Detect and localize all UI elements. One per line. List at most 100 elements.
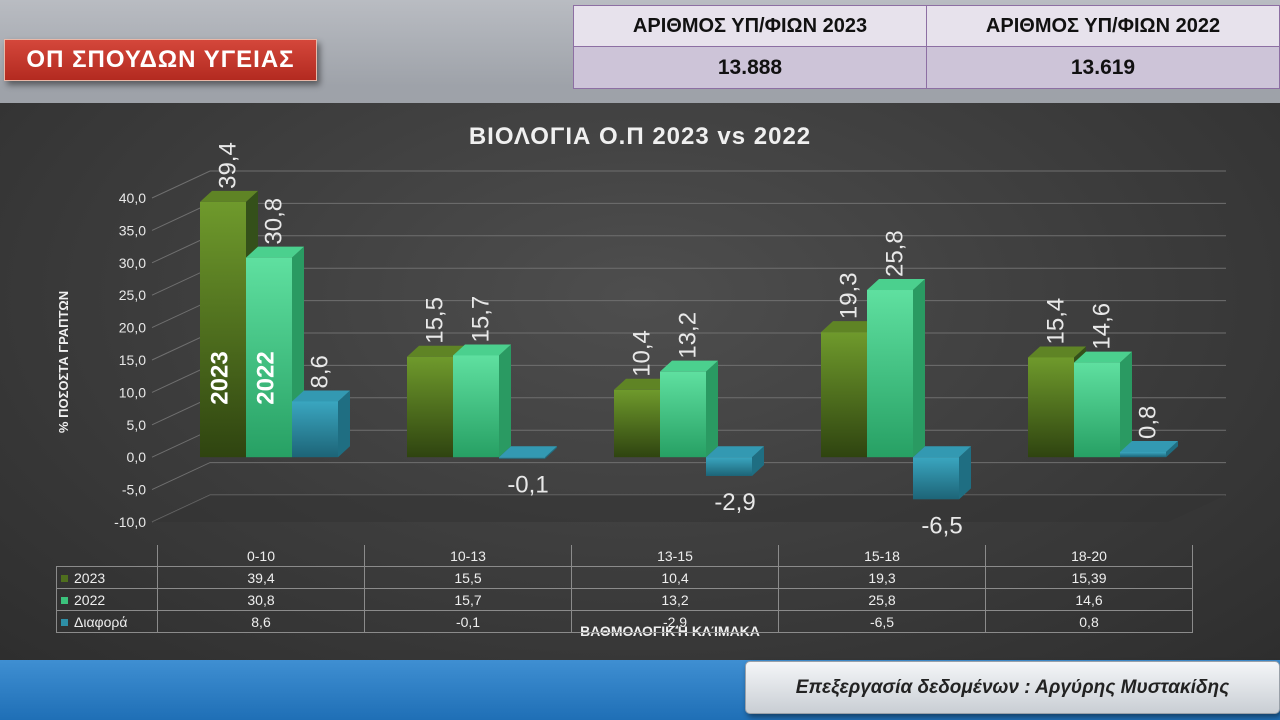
bar-2023-front [821,332,867,458]
table-cell: -6,5 [778,610,986,633]
legend-label-diff: Διαφορά [74,613,128,630]
table-cell: -2,9 [571,610,779,633]
table-category-label: 15-18 [778,545,986,567]
count-value-2022: 13.619 [926,46,1280,89]
bar-2022 [660,360,718,458]
candidate-count-table: ΑΡΙΘΜΟΣ ΥΠ/ΦΙΩΝ 2023 ΑΡΙΘΜΟΣ ΥΠ/ΦΙΩΝ 202… [573,5,1280,89]
table-cell: 19,3 [778,566,986,589]
data-label: -6,5 [921,512,962,539]
data-label: 39,4 [214,142,241,189]
legend-label-2023: 2023 [74,569,106,586]
gridline [151,202,1226,231]
bar-2023-top [821,321,879,333]
table-cell: 15,5 [364,566,572,589]
table-category-label: 18-20 [985,545,1193,567]
table-cell: 39,4 [157,566,365,589]
gridline [151,170,1226,199]
bar-diff-front [1120,452,1166,458]
data-label: 8,6 [306,355,333,388]
data-label: 19,3 [835,272,862,319]
data-label: 30,8 [260,198,287,245]
table-cell: 14,6 [985,588,1193,611]
bar-diff-side [752,446,764,476]
y-tick-label: 20,0 [119,320,146,336]
y-tick-label: 35,0 [119,222,146,238]
bar-annotation: 2023 [206,351,233,404]
y-tick-label: 10,0 [119,384,146,400]
y-axis-label: % ΠΟΣΟΣΤΑ ΓΡΑΠΤΩΝ [56,291,71,433]
chart-title: ΒΙΟΛΟΓΙΑ Ο.Π 2023 vs 2022 [469,123,811,150]
y-tick-label: -10,0 [114,514,146,530]
bar-diff-side [545,446,557,459]
bar-2022-side [706,360,718,458]
bar-2022-front [246,257,292,458]
count-header-2022: ΑΡΙΘΜΟΣ ΥΠ/ΦΙΩΝ 2022 [926,5,1280,47]
y-tick-label: 30,0 [119,255,146,271]
bar-2022-front [453,355,499,458]
data-label: 14,6 [1088,303,1115,350]
bar-2022-side [913,279,925,458]
bar-diff-top [706,446,764,458]
legend-label-2022: 2022 [74,591,106,608]
bar-2022 [867,279,925,458]
y-tick-label: 5,0 [127,417,147,433]
bar-diff [499,446,557,459]
bar-diff [1120,441,1178,458]
table-row-diff: Διαφορά 8,6 -0,1 -2,9 -6,5 0,8 [56,610,1193,633]
bar-2022-top [246,246,304,258]
bar-diff-top [913,446,971,458]
category-tag: ΟΠ ΣΠΟΥΔΩΝ ΥΓΕΙΑΣ [4,39,317,81]
bar-2023-top [200,190,258,202]
data-label: 0,8 [1134,406,1161,439]
bar-diff [706,446,764,476]
table-cell: 30,8 [157,588,365,611]
legend-swatch-2022 [61,597,68,605]
bar-2022-top [867,279,925,291]
credit-box: Επεξεργασία δεδομένων : Αργύρης Μυστακίδ… [745,661,1280,714]
bar-2023-top [614,378,672,390]
bar-2022-side [499,344,511,458]
bar-diff-front [292,401,338,458]
data-label: 15,4 [1042,298,1069,345]
bar-2022 [246,246,304,458]
y-tick-label: 15,0 [119,352,146,368]
floor [152,495,1226,522]
y-tick-label: 25,0 [119,287,146,303]
bar-diff-side [959,446,971,500]
bar-2022-top [1074,351,1132,363]
table-cell: 10,4 [571,566,779,589]
y-tick-label: 40,0 [119,190,146,206]
chart-data-table: 0-10 10-13 13-15 15-18 18-20 2023 39,4 1… [56,545,1193,633]
data-label: -0,1 [507,472,548,499]
bar-diff-front [499,457,545,459]
table-cell: 0,8 [985,610,1193,633]
bar-diff-top [1120,441,1178,453]
table-row-2022: 2022 30,8 15,7 13,2 25,8 14,6 [56,588,1193,611]
table-category-label: 10-13 [364,545,572,567]
data-label: 10,4 [628,330,655,377]
bar-2022-side [1120,351,1132,458]
bar-2022-top [660,360,718,372]
bar-diff-front [706,457,752,476]
bar-2022-front [660,371,706,458]
bar-diff-top [292,390,350,402]
bar-2023-front [614,389,660,458]
data-label: 25,8 [881,230,908,277]
bar-2023-front [200,201,246,458]
table-row-2023: 2023 39,4 15,5 10,4 19,3 15,39 [56,566,1193,589]
bar-2023 [821,321,879,458]
bar-2023-top [407,345,465,357]
y-tick-label: -5,0 [122,482,146,498]
bar-2022 [1074,351,1132,458]
table-cell: 8,6 [157,610,365,633]
table-cell: -0,1 [364,610,572,633]
data-label: -2,9 [714,489,755,516]
table-category-label: 0-10 [157,545,365,567]
bar-diff [913,446,971,500]
legend-swatch-2023 [61,575,68,583]
y-tick-label: 0,0 [127,449,147,465]
bar-annotation: 2022 [252,351,279,404]
data-label: 13,2 [674,312,701,359]
table-cell: 25,8 [778,588,986,611]
